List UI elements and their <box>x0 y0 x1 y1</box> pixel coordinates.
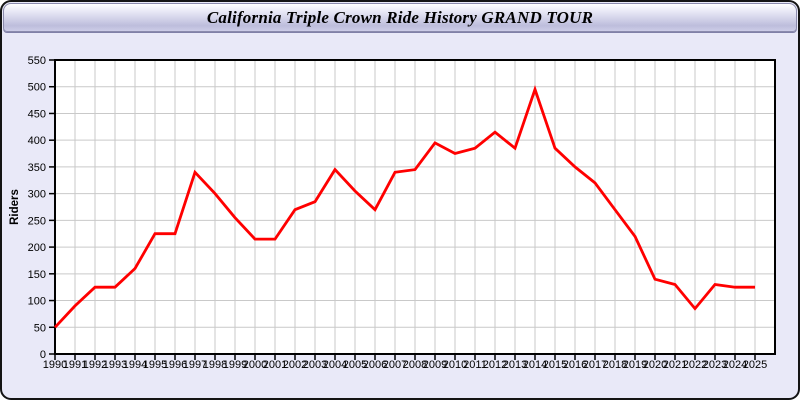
svg-text:1995: 1995 <box>143 359 167 371</box>
svg-text:2003: 2003 <box>303 359 327 371</box>
svg-text:2006: 2006 <box>363 359 387 371</box>
y-axis-labels: 0 50 100 150 200 250 300 350 400 450 500 550 <box>28 55 46 361</box>
svg-text:400: 400 <box>28 135 46 147</box>
series-riders <box>53 85 755 329</box>
svg-text:550: 550 <box>28 55 46 67</box>
svg-text:2013: 2013 <box>503 359 527 371</box>
svg-text:2019: 2019 <box>623 359 647 371</box>
svg-text:500: 500 <box>28 82 46 94</box>
svg-text:1996: 1996 <box>163 359 187 371</box>
svg-text:150: 150 <box>28 269 46 281</box>
svg-text:2024: 2024 <box>723 359 747 371</box>
svg-text:2021: 2021 <box>663 359 687 371</box>
svg-text:2007: 2007 <box>383 359 407 371</box>
svg-text:1993: 1993 <box>103 359 127 371</box>
svg-text:1997: 1997 <box>183 359 207 371</box>
svg-text:2020: 2020 <box>643 359 667 371</box>
svg-text:2011: 2011 <box>463 359 487 371</box>
svg-text:2012: 2012 <box>483 359 507 371</box>
svg-text:2010: 2010 <box>443 359 467 371</box>
data-series <box>53 85 755 329</box>
svg-text:2014: 2014 <box>523 359 547 371</box>
svg-text:1994: 1994 <box>123 359 147 371</box>
chart-title: California Triple Crown Ride History GRA… <box>206 8 594 27</box>
svg-text:2017: 2017 <box>583 359 607 371</box>
svg-text:200: 200 <box>28 242 46 254</box>
svg-text:0: 0 <box>40 349 46 361</box>
svg-text:2004: 2004 <box>323 359 347 371</box>
svg-text:350: 350 <box>28 162 46 174</box>
gridlines <box>55 60 775 354</box>
svg-text:2002: 2002 <box>283 359 307 371</box>
svg-text:2022: 2022 <box>683 359 707 371</box>
x-axis-labels: 1990199119921993199419951996199719981999… <box>43 359 767 371</box>
plot-border <box>54 59 776 355</box>
svg-text:2023: 2023 <box>703 359 727 371</box>
svg-text:1999: 1999 <box>223 359 247 371</box>
svg-text:50: 50 <box>34 322 46 334</box>
title-bar: California Triple Crown Ride History GRA… <box>3 3 797 32</box>
svg-text:2008: 2008 <box>403 359 427 371</box>
svg-text:1998: 1998 <box>203 359 227 371</box>
svg-text:450: 450 <box>28 108 46 120</box>
svg-text:2015: 2015 <box>543 359 567 371</box>
svg-text:2009: 2009 <box>423 359 447 371</box>
y-axis-title: Riders <box>9 189 21 225</box>
svg-text:1990: 1990 <box>43 359 67 371</box>
svg-text:300: 300 <box>28 189 46 201</box>
svg-text:1992: 1992 <box>83 359 107 371</box>
svg-text:1991: 1991 <box>63 359 87 371</box>
svg-text:100: 100 <box>28 296 46 308</box>
svg-text:250: 250 <box>28 215 46 227</box>
svg-text:2005: 2005 <box>343 359 367 371</box>
svg-text:2001: 2001 <box>263 359 287 371</box>
svg-text:2025: 2025 <box>743 359 767 371</box>
svg-text:2000: 2000 <box>243 359 267 371</box>
svg-text:2018: 2018 <box>603 359 627 371</box>
svg-text:2016: 2016 <box>563 359 587 371</box>
